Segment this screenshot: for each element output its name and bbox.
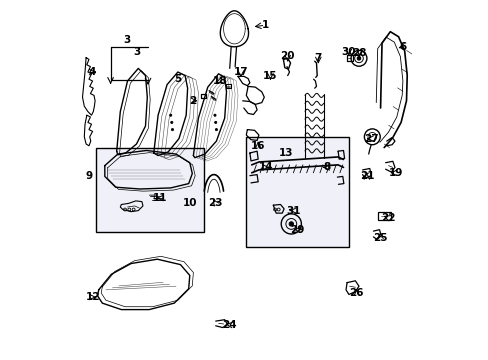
Text: 11: 11 bbox=[152, 193, 167, 203]
Text: 24: 24 bbox=[222, 320, 236, 330]
Text: 17: 17 bbox=[233, 67, 248, 77]
Text: 2: 2 bbox=[188, 96, 196, 106]
Text: 3: 3 bbox=[133, 47, 140, 57]
Text: 10: 10 bbox=[183, 198, 197, 208]
Text: 14: 14 bbox=[258, 162, 273, 172]
Text: 21: 21 bbox=[359, 171, 373, 181]
Text: 22: 22 bbox=[381, 213, 395, 223]
Text: 15: 15 bbox=[263, 71, 277, 81]
Text: 23: 23 bbox=[208, 198, 223, 208]
Circle shape bbox=[213, 114, 216, 116]
Circle shape bbox=[171, 129, 173, 131]
Text: 26: 26 bbox=[349, 288, 364, 298]
Text: 29: 29 bbox=[290, 225, 305, 235]
Text: 25: 25 bbox=[372, 233, 387, 243]
Text: 1: 1 bbox=[261, 20, 268, 30]
Circle shape bbox=[288, 222, 293, 226]
Text: 8: 8 bbox=[323, 162, 330, 172]
Text: 28: 28 bbox=[352, 48, 366, 58]
Circle shape bbox=[356, 57, 360, 60]
Circle shape bbox=[169, 114, 171, 116]
Text: 31: 31 bbox=[285, 206, 300, 216]
Text: 30: 30 bbox=[341, 47, 355, 57]
Text: 20: 20 bbox=[280, 51, 294, 61]
Text: 19: 19 bbox=[388, 168, 402, 178]
Text: 12: 12 bbox=[85, 292, 100, 302]
Text: 4: 4 bbox=[89, 67, 96, 77]
Circle shape bbox=[215, 129, 217, 131]
Text: 9: 9 bbox=[85, 171, 92, 181]
Text: 16: 16 bbox=[250, 141, 265, 151]
Text: 18: 18 bbox=[212, 76, 227, 86]
Text: 13: 13 bbox=[278, 148, 292, 158]
Text: 7: 7 bbox=[314, 53, 321, 63]
Circle shape bbox=[214, 121, 216, 123]
Text: 6: 6 bbox=[399, 42, 406, 52]
Bar bbox=[378, 212, 390, 220]
Text: 5: 5 bbox=[174, 74, 181, 84]
Text: 27: 27 bbox=[363, 134, 378, 144]
Bar bbox=[246, 137, 348, 247]
Bar bbox=[96, 148, 204, 232]
Circle shape bbox=[170, 121, 172, 123]
Text: 3: 3 bbox=[123, 35, 130, 45]
